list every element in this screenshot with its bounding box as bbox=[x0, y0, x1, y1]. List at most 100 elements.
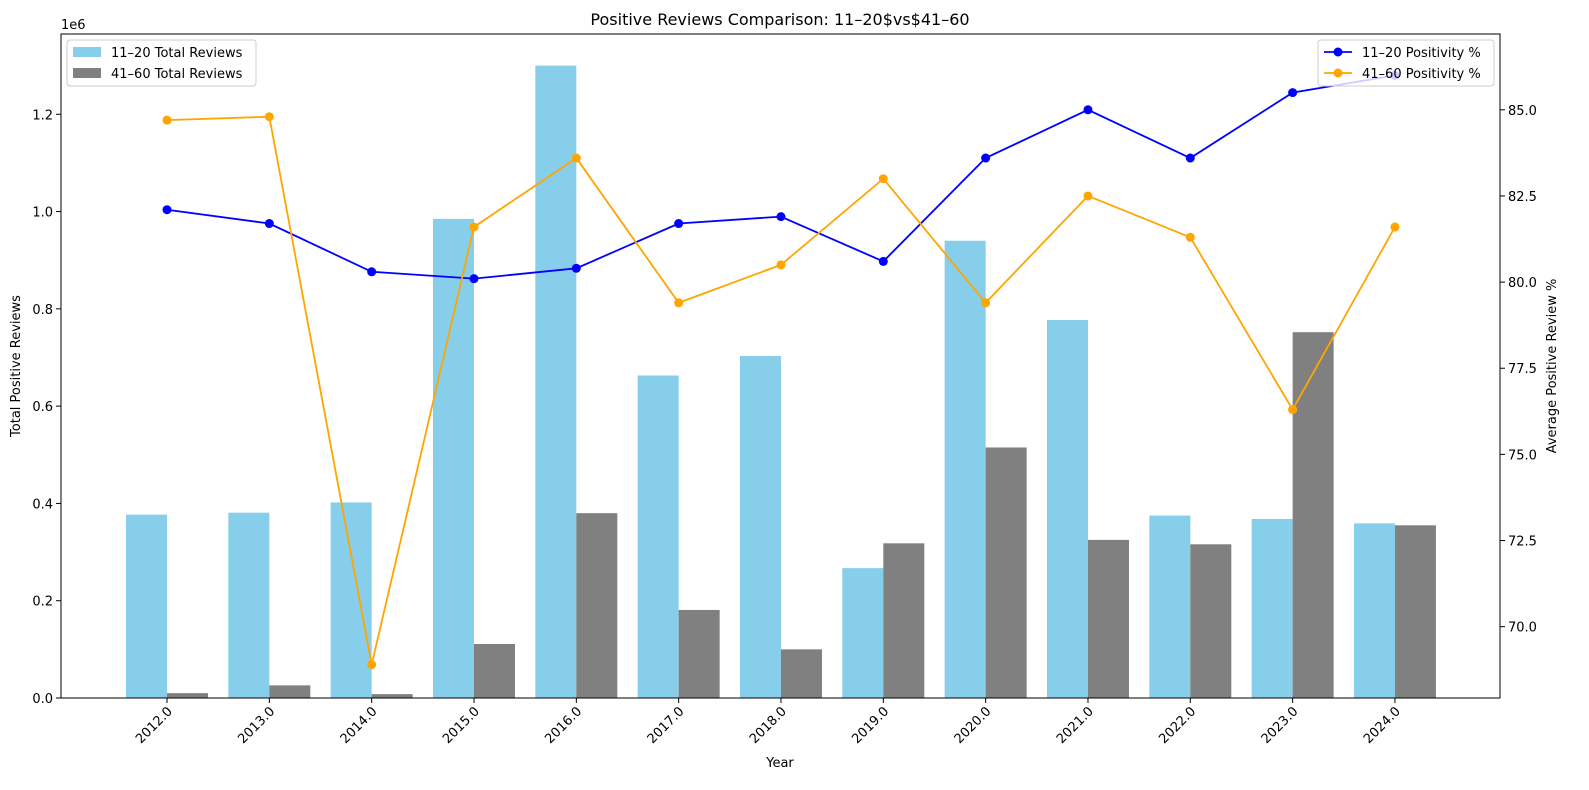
bar-41-60 bbox=[167, 693, 208, 698]
legend-swatch bbox=[73, 68, 101, 78]
legend-lines: 11–20 Positivity % 41–60 Positivity % bbox=[1317, 39, 1495, 87]
legend-label: 11–20 Positivity % bbox=[1362, 46, 1481, 61]
y-axis-left: 0.0 0.2 0.4 0.6 0.8 1.0 1.2 bbox=[32, 108, 61, 707]
bar-11-20 bbox=[432, 218, 474, 698]
bar-11-20 bbox=[637, 375, 679, 698]
point-41-60 bbox=[1390, 222, 1400, 232]
bar-11-20 bbox=[1046, 320, 1088, 698]
x-axis-label: Year bbox=[765, 756, 794, 771]
bar-11-20 bbox=[1251, 518, 1293, 698]
x-tick-label: 2021.0 bbox=[1054, 704, 1097, 747]
legend-marker bbox=[1333, 68, 1343, 78]
legend-bars-box bbox=[66, 39, 257, 87]
y-left-tick-label: 0.2 bbox=[32, 595, 53, 610]
point-11-20 bbox=[162, 205, 172, 215]
bar-11-20 bbox=[944, 240, 986, 698]
bar-layer bbox=[126, 65, 1436, 699]
x-tick-label: 2013.0 bbox=[235, 704, 278, 747]
bar-11-20 bbox=[1353, 523, 1395, 698]
x-tick-label: 2017.0 bbox=[645, 704, 688, 747]
x-tick-label: 2014.0 bbox=[338, 704, 381, 747]
y-axis-right-label: Average Positive Review % bbox=[1545, 279, 1560, 454]
bar-41-60 bbox=[1087, 539, 1129, 698]
y-offset-label: 1e6 bbox=[61, 18, 86, 33]
x-tick-label: 2020.0 bbox=[952, 704, 995, 747]
y-right-tick-label: 85.0 bbox=[1508, 104, 1537, 119]
bar-41-60 bbox=[1394, 525, 1436, 698]
y-right-tick-label: 72.5 bbox=[1508, 535, 1537, 550]
legend-label: 41–60 Total Reviews bbox=[111, 67, 243, 82]
bar-41-60 bbox=[576, 513, 618, 698]
bar-11-20 bbox=[1149, 515, 1191, 698]
x-tick-label: 2012.0 bbox=[133, 704, 176, 747]
legend-swatch bbox=[73, 47, 101, 57]
point-41-60 bbox=[776, 260, 786, 270]
y-axis-right: 70.0 72.5 75.0 77.5 80.0 82.5 85.0 bbox=[1500, 104, 1537, 636]
point-41-60 bbox=[1185, 232, 1195, 242]
bar-41-60 bbox=[1190, 544, 1232, 698]
bar-41-60 bbox=[985, 447, 1027, 698]
y-right-tick-label: 75.0 bbox=[1508, 448, 1537, 463]
bar-41-60 bbox=[269, 685, 311, 698]
x-axis: 2012.0 2013.0 2014.0 2015.0 2016.0 2017.0 2018… bbox=[133, 698, 1404, 747]
bar-41-60 bbox=[473, 644, 515, 698]
bar-11-20 bbox=[330, 502, 372, 698]
point-41-60 bbox=[981, 298, 991, 308]
point-41-60 bbox=[367, 660, 377, 670]
point-41-60 bbox=[878, 174, 888, 184]
y-left-tick-label: 0.4 bbox=[32, 497, 53, 512]
bar-11-20 bbox=[535, 65, 577, 699]
point-11-20 bbox=[674, 219, 684, 229]
legend-bars: 11–20 Total Reviews 41–60 Total Reviews bbox=[66, 39, 257, 87]
point-11-20 bbox=[776, 212, 786, 222]
x-tick-label: 2016.0 bbox=[542, 704, 585, 747]
y-left-tick-label: 1.2 bbox=[32, 108, 53, 123]
bar-41-60 bbox=[678, 609, 720, 698]
bar-41-60 bbox=[883, 543, 925, 698]
point-11-20 bbox=[981, 153, 991, 163]
y-left-tick-label: 0.8 bbox=[32, 303, 53, 318]
point-41-60 bbox=[571, 153, 581, 163]
x-tick-label: 2022.0 bbox=[1156, 704, 1199, 747]
x-tick-label: 2023.0 bbox=[1259, 704, 1302, 747]
legend-label: 41–60 Positivity % bbox=[1362, 67, 1481, 82]
point-11-20 bbox=[367, 267, 377, 277]
chart-title: Positive Reviews Comparison: 11–20$vs$41… bbox=[590, 10, 969, 29]
y-left-tick-label: 1.0 bbox=[32, 206, 53, 221]
point-41-60 bbox=[674, 298, 684, 308]
bar-11-20 bbox=[228, 512, 270, 698]
bar-11-20 bbox=[842, 568, 884, 698]
y-right-tick-label: 80.0 bbox=[1508, 276, 1537, 291]
point-41-60 bbox=[162, 115, 172, 125]
point-11-20 bbox=[1288, 88, 1298, 98]
point-11-20 bbox=[1185, 153, 1195, 163]
y-left-tick-label: 0.6 bbox=[32, 400, 53, 415]
y-left-tick-label: 0.0 bbox=[32, 692, 53, 707]
x-tick-label: 2019.0 bbox=[849, 704, 892, 747]
y-axis-left-label: Total Positive Reviews bbox=[9, 295, 24, 438]
point-11-20 bbox=[264, 219, 274, 229]
legend-label: 11–20 Total Reviews bbox=[111, 46, 243, 61]
legend-lines-box bbox=[1317, 39, 1495, 87]
point-11-20 bbox=[571, 263, 581, 273]
point-41-60 bbox=[264, 112, 274, 122]
x-tick-label: 2015.0 bbox=[440, 704, 483, 747]
bar-11-20 bbox=[739, 356, 781, 698]
bar-41-60 bbox=[1292, 332, 1334, 698]
x-tick-label: 2018.0 bbox=[747, 704, 790, 747]
point-41-60 bbox=[1083, 191, 1093, 201]
bar-41-60 bbox=[371, 694, 413, 698]
y-right-tick-label: 70.0 bbox=[1508, 621, 1537, 636]
y-right-tick-label: 82.5 bbox=[1508, 190, 1537, 205]
point-41-60 bbox=[469, 222, 479, 232]
point-11-20 bbox=[878, 256, 888, 266]
point-11-20 bbox=[469, 274, 479, 284]
bar-41-60 bbox=[780, 649, 822, 698]
legend-marker bbox=[1333, 47, 1343, 57]
y-right-tick-label: 77.5 bbox=[1508, 362, 1537, 377]
point-11-20 bbox=[1083, 105, 1093, 115]
x-tick-label: 2024.0 bbox=[1361, 704, 1404, 747]
point-41-60 bbox=[1288, 405, 1298, 415]
line-11-20 bbox=[166, 74, 1396, 280]
